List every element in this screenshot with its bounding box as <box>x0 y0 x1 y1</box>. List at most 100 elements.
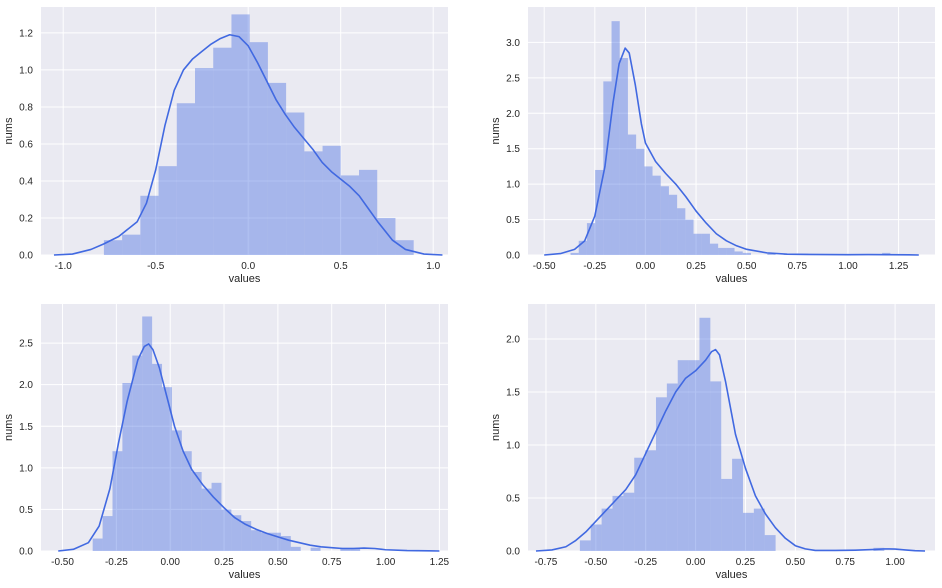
x-tick-label: 0.25 <box>736 557 756 568</box>
histogram-bar <box>619 58 628 255</box>
histogram-bar <box>699 317 711 551</box>
x-axis-label: values <box>229 273 261 285</box>
histogram-bar <box>688 360 700 551</box>
y-tick-label: 1.5 <box>19 422 33 433</box>
histogram-bar <box>666 383 678 551</box>
x-tick-label: -0.5 <box>147 261 165 272</box>
y-axis-label: nums <box>3 414 15 441</box>
x-tick-label: 0.00 <box>636 261 656 272</box>
histogram-bar <box>280 536 291 551</box>
histogram-bar <box>132 355 143 551</box>
subplot-1: -1.0 -0.5 0.0 0.5 1.0 0.0 0.2 0.4 0.6 0.8 1.0 1.2 va… <box>3 7 448 285</box>
y-tick-label: 0.0 <box>506 251 520 262</box>
histogram-bar <box>685 219 694 255</box>
y-tick-label: 0.0 <box>19 547 33 558</box>
histogram-bar <box>734 251 743 255</box>
histogram-bar <box>140 195 159 255</box>
histogram-bar <box>286 112 305 255</box>
histogram-bar <box>579 540 591 551</box>
y-tick-label: 2.0 <box>19 380 33 391</box>
x-tick-label: -0.50 <box>584 557 607 568</box>
y-tick-label: 2.5 <box>19 339 33 350</box>
histogram-bar <box>158 166 177 255</box>
histogram-bar <box>261 532 271 551</box>
x-tick-label: -0.25 <box>634 557 657 568</box>
histogram-bar <box>742 512 754 551</box>
kde-line <box>544 47 919 256</box>
y-axis-label: nums <box>490 117 502 144</box>
histogram-bar <box>652 175 661 255</box>
histogram-bar <box>668 194 678 255</box>
y-tick-label: 3.0 <box>506 38 520 49</box>
histogram-bar <box>171 430 182 551</box>
x-axis-label: values <box>229 569 261 581</box>
histogram-bar <box>645 450 656 551</box>
kde-line <box>535 348 926 552</box>
kde-line <box>58 343 440 552</box>
histogram-bar <box>231 14 250 255</box>
x-tick-label: -0.25 <box>105 557 128 568</box>
histogram-bar <box>122 234 141 255</box>
y-tick-label: 1.0 <box>19 65 33 76</box>
histogram-bar <box>586 223 596 255</box>
y-axis-label: nums <box>3 117 15 144</box>
histogram-bar <box>660 186 669 255</box>
histogram-bar <box>195 68 214 256</box>
x-tick-label: -0.50 <box>533 261 556 272</box>
x-tick-label: 0.25 <box>686 261 706 272</box>
x-tick-label: 0.50 <box>737 261 757 272</box>
x-tick-label: 1.00 <box>838 261 858 272</box>
histogram-bar <box>191 471 202 551</box>
histogram-bar <box>395 240 414 255</box>
histogram-bar <box>764 535 776 551</box>
histogram-bar <box>627 134 637 255</box>
histogram-bar <box>304 151 323 255</box>
histogram-bar <box>102 516 113 551</box>
histogram-bar <box>221 509 232 551</box>
histogram-bar <box>181 451 192 551</box>
axes-background <box>41 7 448 255</box>
y-tick-label: 0.2 <box>19 213 33 224</box>
histogram-bar <box>201 488 212 551</box>
histogram-bar <box>270 532 281 551</box>
y-tick-label: 2.5 <box>506 73 520 84</box>
x-tick-label: -0.50 <box>51 557 74 568</box>
histogram-bar <box>310 547 321 551</box>
y-tick-label: 1.2 <box>19 28 33 39</box>
x-axis-label: values <box>716 273 748 285</box>
histogram-bar <box>710 381 722 551</box>
histogram-bar <box>677 208 686 255</box>
histogram-bar <box>677 360 689 551</box>
y-tick-label: 1.0 <box>19 463 33 474</box>
histogram-bar <box>644 166 653 255</box>
histogram-bar <box>290 546 301 551</box>
histogram-bar <box>340 547 351 551</box>
x-tick-label: 0.5 <box>334 261 348 272</box>
histogram-bar <box>636 148 645 255</box>
y-tick-label: 0.4 <box>19 176 33 187</box>
x-tick-label: -0.75 <box>535 557 558 568</box>
histogram-bar <box>241 521 252 551</box>
histogram-bar <box>721 478 733 551</box>
histogram-bar <box>570 252 579 255</box>
y-tick-label: 2.0 <box>506 334 520 345</box>
histogram-bar <box>251 530 262 551</box>
y-tick-label: 1.5 <box>506 144 520 155</box>
histogram-bar <box>249 42 268 255</box>
histogram-bar <box>742 252 751 255</box>
histogram-bar <box>732 458 743 551</box>
x-tick-label: 0.00 <box>686 557 706 568</box>
x-tick-label: 0.75 <box>788 261 808 272</box>
histogram-bar <box>122 383 133 551</box>
axes-background <box>528 7 935 255</box>
x-tick-label: 0.00 <box>160 557 180 568</box>
x-tick-label: 1.25 <box>430 557 450 568</box>
histogram-bar <box>693 233 702 255</box>
histogram-bar <box>718 247 727 255</box>
histogram-bar <box>590 524 602 551</box>
x-tick-label: 1.25 <box>889 261 909 272</box>
x-tick-label: 0.25 <box>214 557 234 568</box>
x-axis-label: values <box>716 569 748 581</box>
histogram-bar <box>612 495 624 551</box>
